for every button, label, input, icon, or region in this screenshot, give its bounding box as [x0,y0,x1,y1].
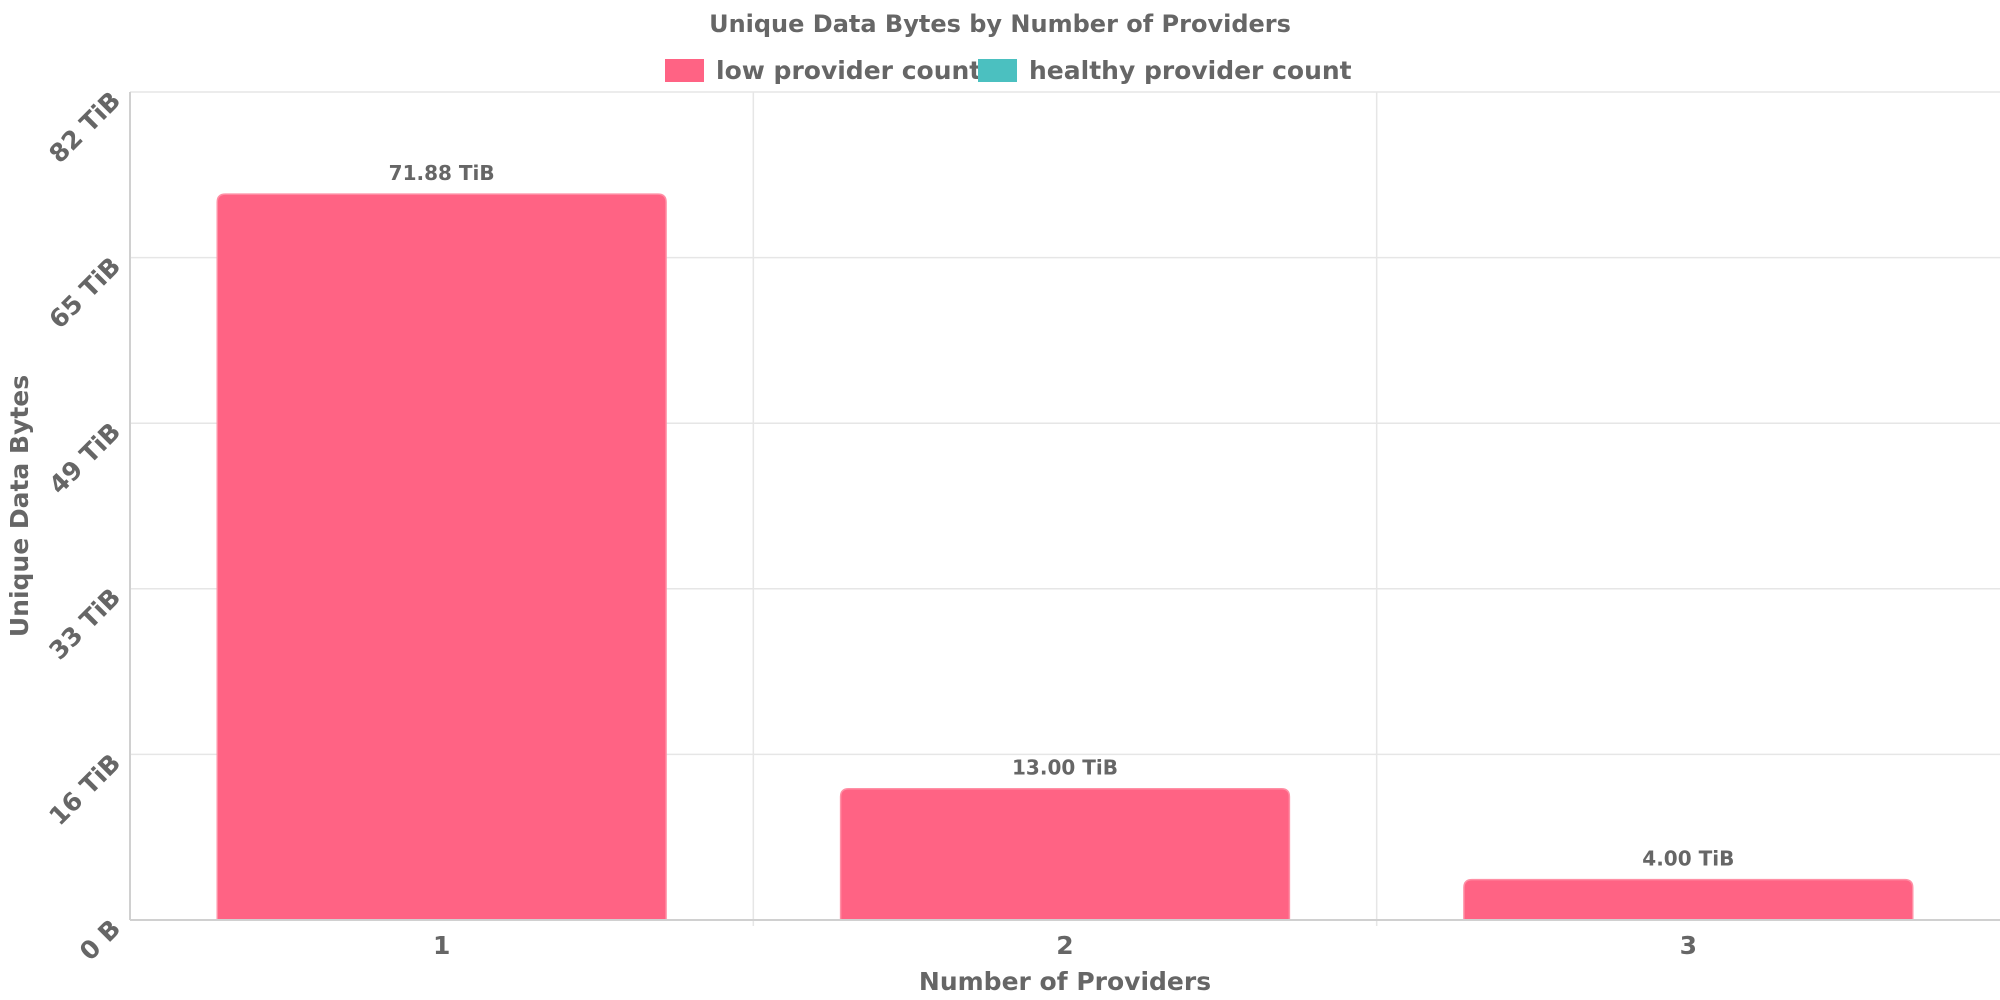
legend-label-healthy: healthy provider count [1029,56,1352,85]
x-tick-label: 3 [1680,931,1697,960]
x-tick-label: 2 [1056,931,1073,960]
bars [216,193,1914,921]
x-axis-title: Number of Providers [919,967,1211,996]
data-label-1: 71.88 TiB [389,161,495,185]
y-tick-label: 16 TiB [43,748,126,831]
bar-1[interactable] [216,193,667,921]
axes [129,92,2000,921]
chart-title: Unique Data Bytes by Number of Providers [709,10,1291,38]
x-tick-label: 1 [433,931,450,960]
data-label-2: 13.00 TiB [1012,756,1118,780]
bar-2[interactable] [839,787,1291,921]
bar-3[interactable] [1463,878,1914,921]
legend-swatch-healthy [978,59,1017,82]
y-tick-label: 82 TiB [43,86,126,169]
y-tick-label: 49 TiB [43,417,126,500]
y-tick-label: 0 B [74,914,126,966]
data-label-3: 4.00 TiB [1642,847,1734,871]
legend-item-healthy[interactable]: healthy provider count [978,56,1352,85]
y-tick-label: 33 TiB [43,583,126,666]
legend-item-low[interactable]: low provider count [665,56,981,85]
legend-swatch-low [665,59,704,82]
y-tick-label: 65 TiB [43,251,126,334]
data-labels: 71.88 TiB 13.00 TiB 4.00 TiB [389,161,1735,870]
legend: low provider count healthy provider coun… [665,56,1352,85]
legend-label-low: low provider count [716,56,981,85]
y-axis-title: Unique Data Bytes [5,375,34,637]
